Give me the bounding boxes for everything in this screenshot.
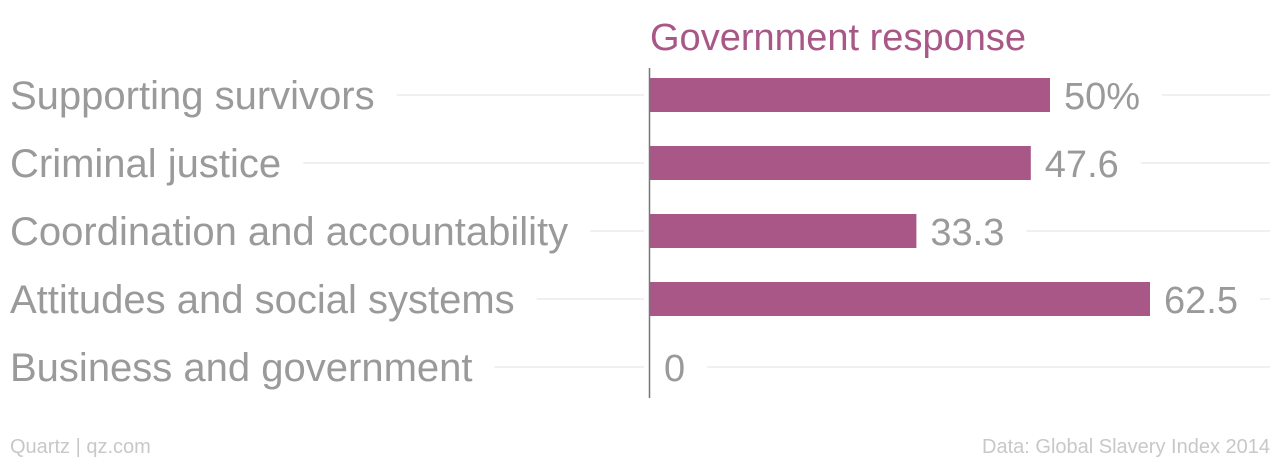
bars	[650, 78, 1150, 316]
category-label: Criminal justice	[10, 142, 281, 186]
value-label: 0	[664, 348, 685, 390]
value-label: 62.5	[1164, 280, 1238, 322]
category-label: Supporting survivors	[10, 74, 375, 118]
value-label: 50%	[1064, 76, 1140, 118]
gridlines	[303, 94, 1270, 368]
chart-title: Government response	[650, 17, 1026, 59]
bar	[650, 214, 917, 248]
category-label: Coordination and accountability	[10, 210, 568, 254]
credit-source: Data: Global Slavery Index 2014	[982, 436, 1270, 458]
value-label: 33.3	[930, 212, 1004, 254]
credit-quartz: Quartz | qz.com	[10, 436, 151, 458]
labels: Supporting survivors 50% Criminal justice 4…	[10, 74, 1238, 390]
bar	[650, 282, 1150, 316]
category-label: Business and government	[10, 346, 473, 390]
bar	[650, 78, 1050, 112]
bar	[650, 146, 1031, 180]
value-label: 47.6	[1045, 144, 1119, 186]
category-label: Attitudes and social systems	[10, 278, 515, 322]
